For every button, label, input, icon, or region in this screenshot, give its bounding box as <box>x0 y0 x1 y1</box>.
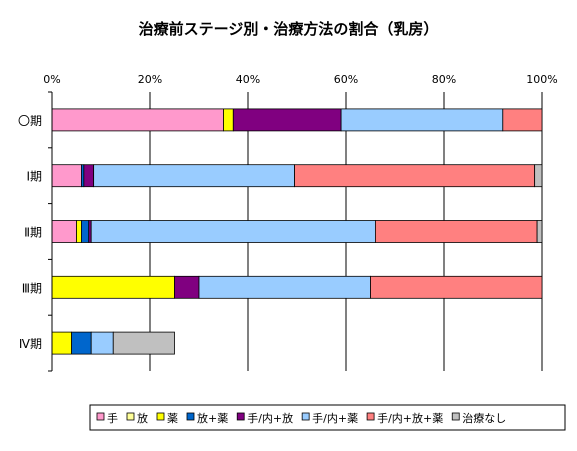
legend-label: 手 <box>107 411 118 425</box>
bars <box>51 108 543 355</box>
bar-segment <box>198 275 371 299</box>
bar-segment <box>90 331 114 355</box>
bar-segment <box>112 331 175 355</box>
legend-swatch <box>236 412 245 421</box>
legend-label: 手/内+放+薬 <box>377 411 443 425</box>
x-tick-label: 0% <box>43 73 60 86</box>
y-tick-label: Ⅰ期 <box>26 170 42 184</box>
y-tick-label: Ⅱ期 <box>24 226 42 240</box>
bar-segment <box>51 331 73 355</box>
x-tick-label: 100% <box>526 73 557 86</box>
x-tick-labels: 0% 20% 40% 60% 80% 100% <box>43 73 557 86</box>
axes <box>48 91 53 372</box>
x-tick-label: 40% <box>236 73 260 86</box>
legend-label: 放+薬 <box>197 411 228 425</box>
legend-label: 手/内+放 <box>247 411 293 425</box>
bar-segment <box>51 108 224 132</box>
bar-segment <box>71 331 92 355</box>
bar-segment <box>232 108 342 132</box>
bar-segment <box>174 275 200 299</box>
y-tick-label: Ⅳ期 <box>19 337 42 351</box>
bar-segment <box>374 220 538 243</box>
legend-swatch <box>366 412 375 421</box>
legend-label: 放 <box>137 411 148 425</box>
x-tick-label: 20% <box>138 73 162 86</box>
bar-segment <box>534 164 543 188</box>
legend-swatch <box>156 412 165 421</box>
legend-label: 薬 <box>167 412 178 425</box>
bar-segment <box>51 275 175 299</box>
bar-segment <box>51 164 82 188</box>
legend-swatch <box>96 412 105 421</box>
x-tick-label: 80% <box>432 73 456 86</box>
chart-title: 治療前ステージ別・治療方法の割合（乳房） <box>138 20 439 38</box>
legend-swatch <box>186 412 195 421</box>
legend-label: 治療なし <box>462 411 506 425</box>
legend: 手 放 薬 放+薬 手/内+放 手/内+薬 手/内+放+薬 治療なし <box>89 404 566 431</box>
bar-segment <box>81 220 90 243</box>
legend-label: 手/内+薬 <box>312 411 358 425</box>
bar-segment <box>370 275 543 299</box>
bar-segment <box>93 164 295 188</box>
bar-segment <box>502 108 543 132</box>
y-tick-label: Ⅲ期 <box>22 281 42 295</box>
legend-swatch <box>126 412 135 421</box>
legend-box <box>89 404 566 431</box>
bar-segment <box>536 220 543 243</box>
bar-segment <box>76 220 82 243</box>
x-tick-label: 60% <box>334 73 358 86</box>
bar-segment <box>294 164 536 188</box>
bar-segment <box>340 108 504 132</box>
legend-swatch <box>451 412 460 421</box>
y-tick-labels: 〇期 Ⅰ期 Ⅱ期 Ⅲ期 Ⅳ期 <box>18 114 42 351</box>
y-tick-label: 〇期 <box>18 114 42 128</box>
bar-segment <box>51 220 77 243</box>
legend-swatch <box>301 412 310 421</box>
bar-segment <box>223 108 234 132</box>
bar-segment <box>83 164 95 188</box>
bar-segment <box>90 220 376 243</box>
